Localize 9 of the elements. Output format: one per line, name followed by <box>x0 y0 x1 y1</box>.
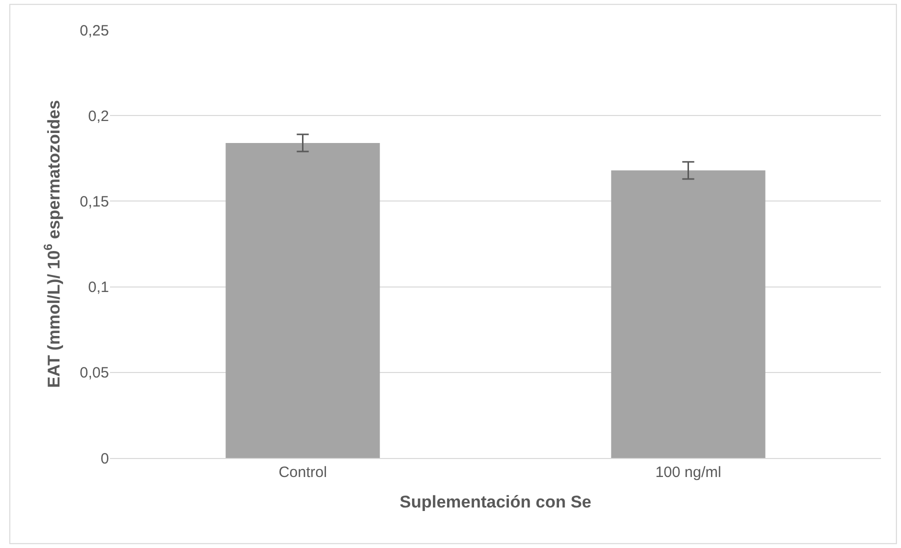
y-tick-label: 0,1 <box>88 279 109 296</box>
y-tick-label: 0 <box>100 450 109 468</box>
y-tick-label: 0,15 <box>80 193 109 210</box>
y-tick-label: 0,2 <box>88 108 109 125</box>
x-tick-label: Control <box>278 464 327 481</box>
x-axis-title: Suplementación con Se <box>400 492 592 512</box>
y-tick-label: 0,25 <box>80 22 109 40</box>
y-tick-label: 0,05 <box>80 364 109 382</box>
x-tick-label: 100 ng/ml <box>655 464 722 481</box>
